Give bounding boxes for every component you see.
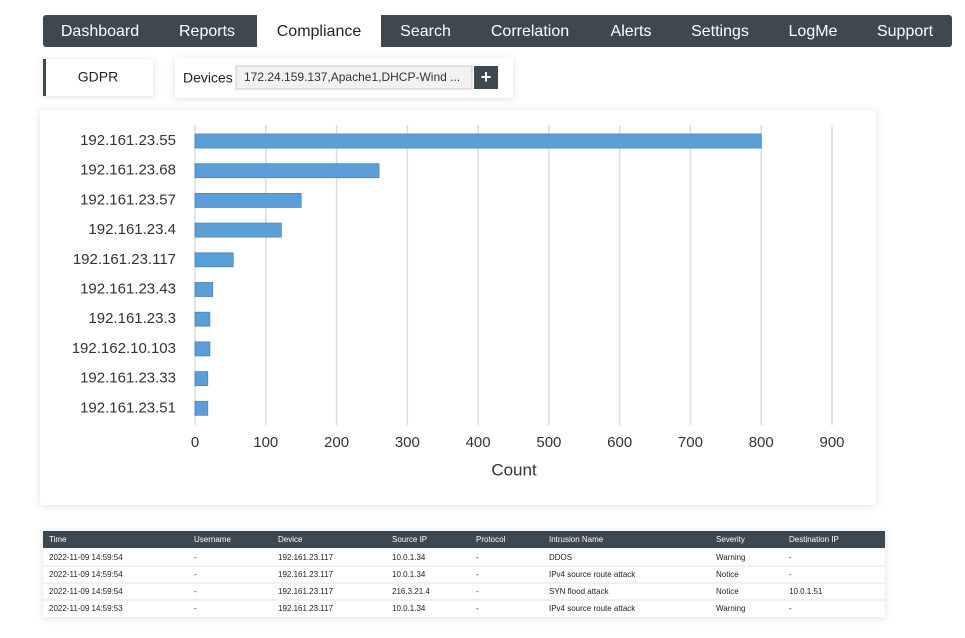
- y-tick-label: 192.162.10.103: [72, 340, 176, 357]
- table-cell: DDOS: [549, 553, 572, 562]
- bar: [194, 222, 282, 238]
- x-tick-label: 200: [324, 434, 349, 451]
- table-cell: -: [194, 604, 197, 613]
- devices-value[interactable]: 172.24.159.137,Apache1,DHCP-Wind ...: [244, 70, 460, 84]
- y-tick-label: 192.161.23.68: [80, 162, 176, 179]
- x-tick-label: 700: [678, 434, 703, 451]
- bar: [194, 400, 209, 416]
- bar: [194, 133, 762, 149]
- side-tab-box[interactable]: [43, 59, 153, 96]
- table-cell: 2022-11-09 14:59:53: [49, 604, 123, 613]
- nav-tab-active[interactable]: [257, 13, 381, 47]
- table-column-header: Time: [49, 535, 67, 544]
- table-cell: -: [194, 553, 197, 562]
- table-cell: 192.161.23.117: [278, 570, 334, 579]
- x-tick-label: 0: [191, 434, 199, 451]
- table-cell: 216.3.21.4: [392, 587, 430, 596]
- table-header: [43, 531, 885, 548]
- table-column-header: Destination IP: [789, 535, 839, 544]
- y-tick-label: 192.161.23.33: [80, 370, 176, 387]
- table-cell: -: [194, 570, 197, 579]
- x-tick-label: 600: [607, 434, 632, 451]
- x-tick-label: 500: [536, 434, 561, 451]
- nav-tab[interactable]: Search: [400, 23, 451, 40]
- bar: [194, 311, 211, 327]
- table-column-header: Protocol: [476, 535, 506, 544]
- table-cell: 2022-11-09 14:59:54: [49, 570, 123, 579]
- table-cell: 192.161.23.117: [278, 604, 334, 613]
- table-cell: 10.0.1.51: [789, 587, 823, 596]
- table-cell: IPv4 source route attack: [549, 570, 636, 579]
- table-cell: -: [476, 570, 479, 579]
- y-tick-label: 192.161.23.3: [88, 310, 176, 327]
- x-axis-title: Count: [491, 460, 537, 479]
- side-tab-marker: [43, 59, 46, 96]
- x-tick-label: 100: [253, 434, 278, 451]
- table-cell: 10.0.1.34: [392, 553, 426, 562]
- table-cell: -: [476, 587, 479, 596]
- add-button[interactable]: [474, 66, 498, 89]
- y-tick-label: 192.161.23.117: [73, 251, 176, 268]
- table-cell: Warning: [716, 604, 746, 613]
- devices-label: Devices: [183, 70, 233, 86]
- table-cell: 10.0.1.34: [392, 604, 426, 613]
- y-tick-label: 192.161.23.43: [80, 280, 176, 297]
- table-column-header: Intrusion Name: [549, 535, 604, 544]
- y-tick-label: 192.161.23.4: [88, 221, 176, 238]
- nav-tab[interactable]: Dashboard: [61, 23, 139, 40]
- nav-tab[interactable]: LogMe: [789, 23, 838, 40]
- x-tick-label: 800: [749, 434, 774, 451]
- table-column-header: Device: [278, 535, 303, 544]
- table-cell: -: [789, 553, 792, 562]
- y-tick-label: 192.161.23.57: [80, 191, 176, 208]
- nav-tab[interactable]: Settings: [691, 23, 749, 40]
- bar: [194, 371, 209, 387]
- nav-tab[interactable]: Correlation: [491, 23, 569, 40]
- bar: [194, 192, 302, 208]
- table-cell: IPv4 source route attack: [549, 604, 636, 613]
- chart-card: [40, 110, 876, 505]
- y-tick-label: 192.161.23.51: [80, 399, 176, 416]
- table-cell: Notice: [716, 587, 739, 596]
- table-cell: Notice: [716, 570, 739, 579]
- table-column-header: Username: [194, 535, 231, 544]
- bar: [194, 282, 214, 297]
- table-cell: 192.161.23.117: [278, 553, 334, 562]
- table-cell: 2022-11-09 14:59:54: [49, 553, 123, 562]
- table-cell: -: [194, 587, 197, 596]
- side-tab[interactable]: GDPR: [78, 69, 118, 85]
- y-tick-label: 192.161.23.55: [80, 132, 176, 149]
- nav-tab[interactable]: Reports: [179, 23, 235, 40]
- table-column-header: Source IP: [392, 535, 427, 544]
- add-button-label[interactable]: +: [481, 67, 492, 87]
- x-tick-label: 900: [819, 434, 844, 451]
- nav-tab[interactable]: Compliance: [277, 23, 362, 40]
- table-cell: Warning: [716, 553, 746, 562]
- nav-tab[interactable]: Support: [877, 23, 934, 40]
- table-cell: 192.161.23.117: [278, 587, 334, 596]
- x-tick-label: 400: [466, 434, 491, 451]
- bar: [194, 163, 380, 179]
- table-column-header: Severity: [716, 535, 745, 544]
- table-cell: -: [789, 604, 792, 613]
- bar: [194, 341, 211, 357]
- table-cell: -: [789, 570, 792, 579]
- table-cell: 2022-11-09 14:59:54: [49, 587, 123, 596]
- bar: [194, 252, 234, 268]
- devices-input[interactable]: [235, 65, 473, 90]
- table-cell: SYN flood attack: [549, 587, 610, 596]
- nav-tab[interactable]: Alerts: [611, 23, 652, 40]
- table-cell: -: [476, 553, 479, 562]
- x-tick-label: 300: [395, 434, 420, 451]
- table-cell: -: [476, 604, 479, 613]
- table-cell: 10.0.1.34: [392, 570, 426, 579]
